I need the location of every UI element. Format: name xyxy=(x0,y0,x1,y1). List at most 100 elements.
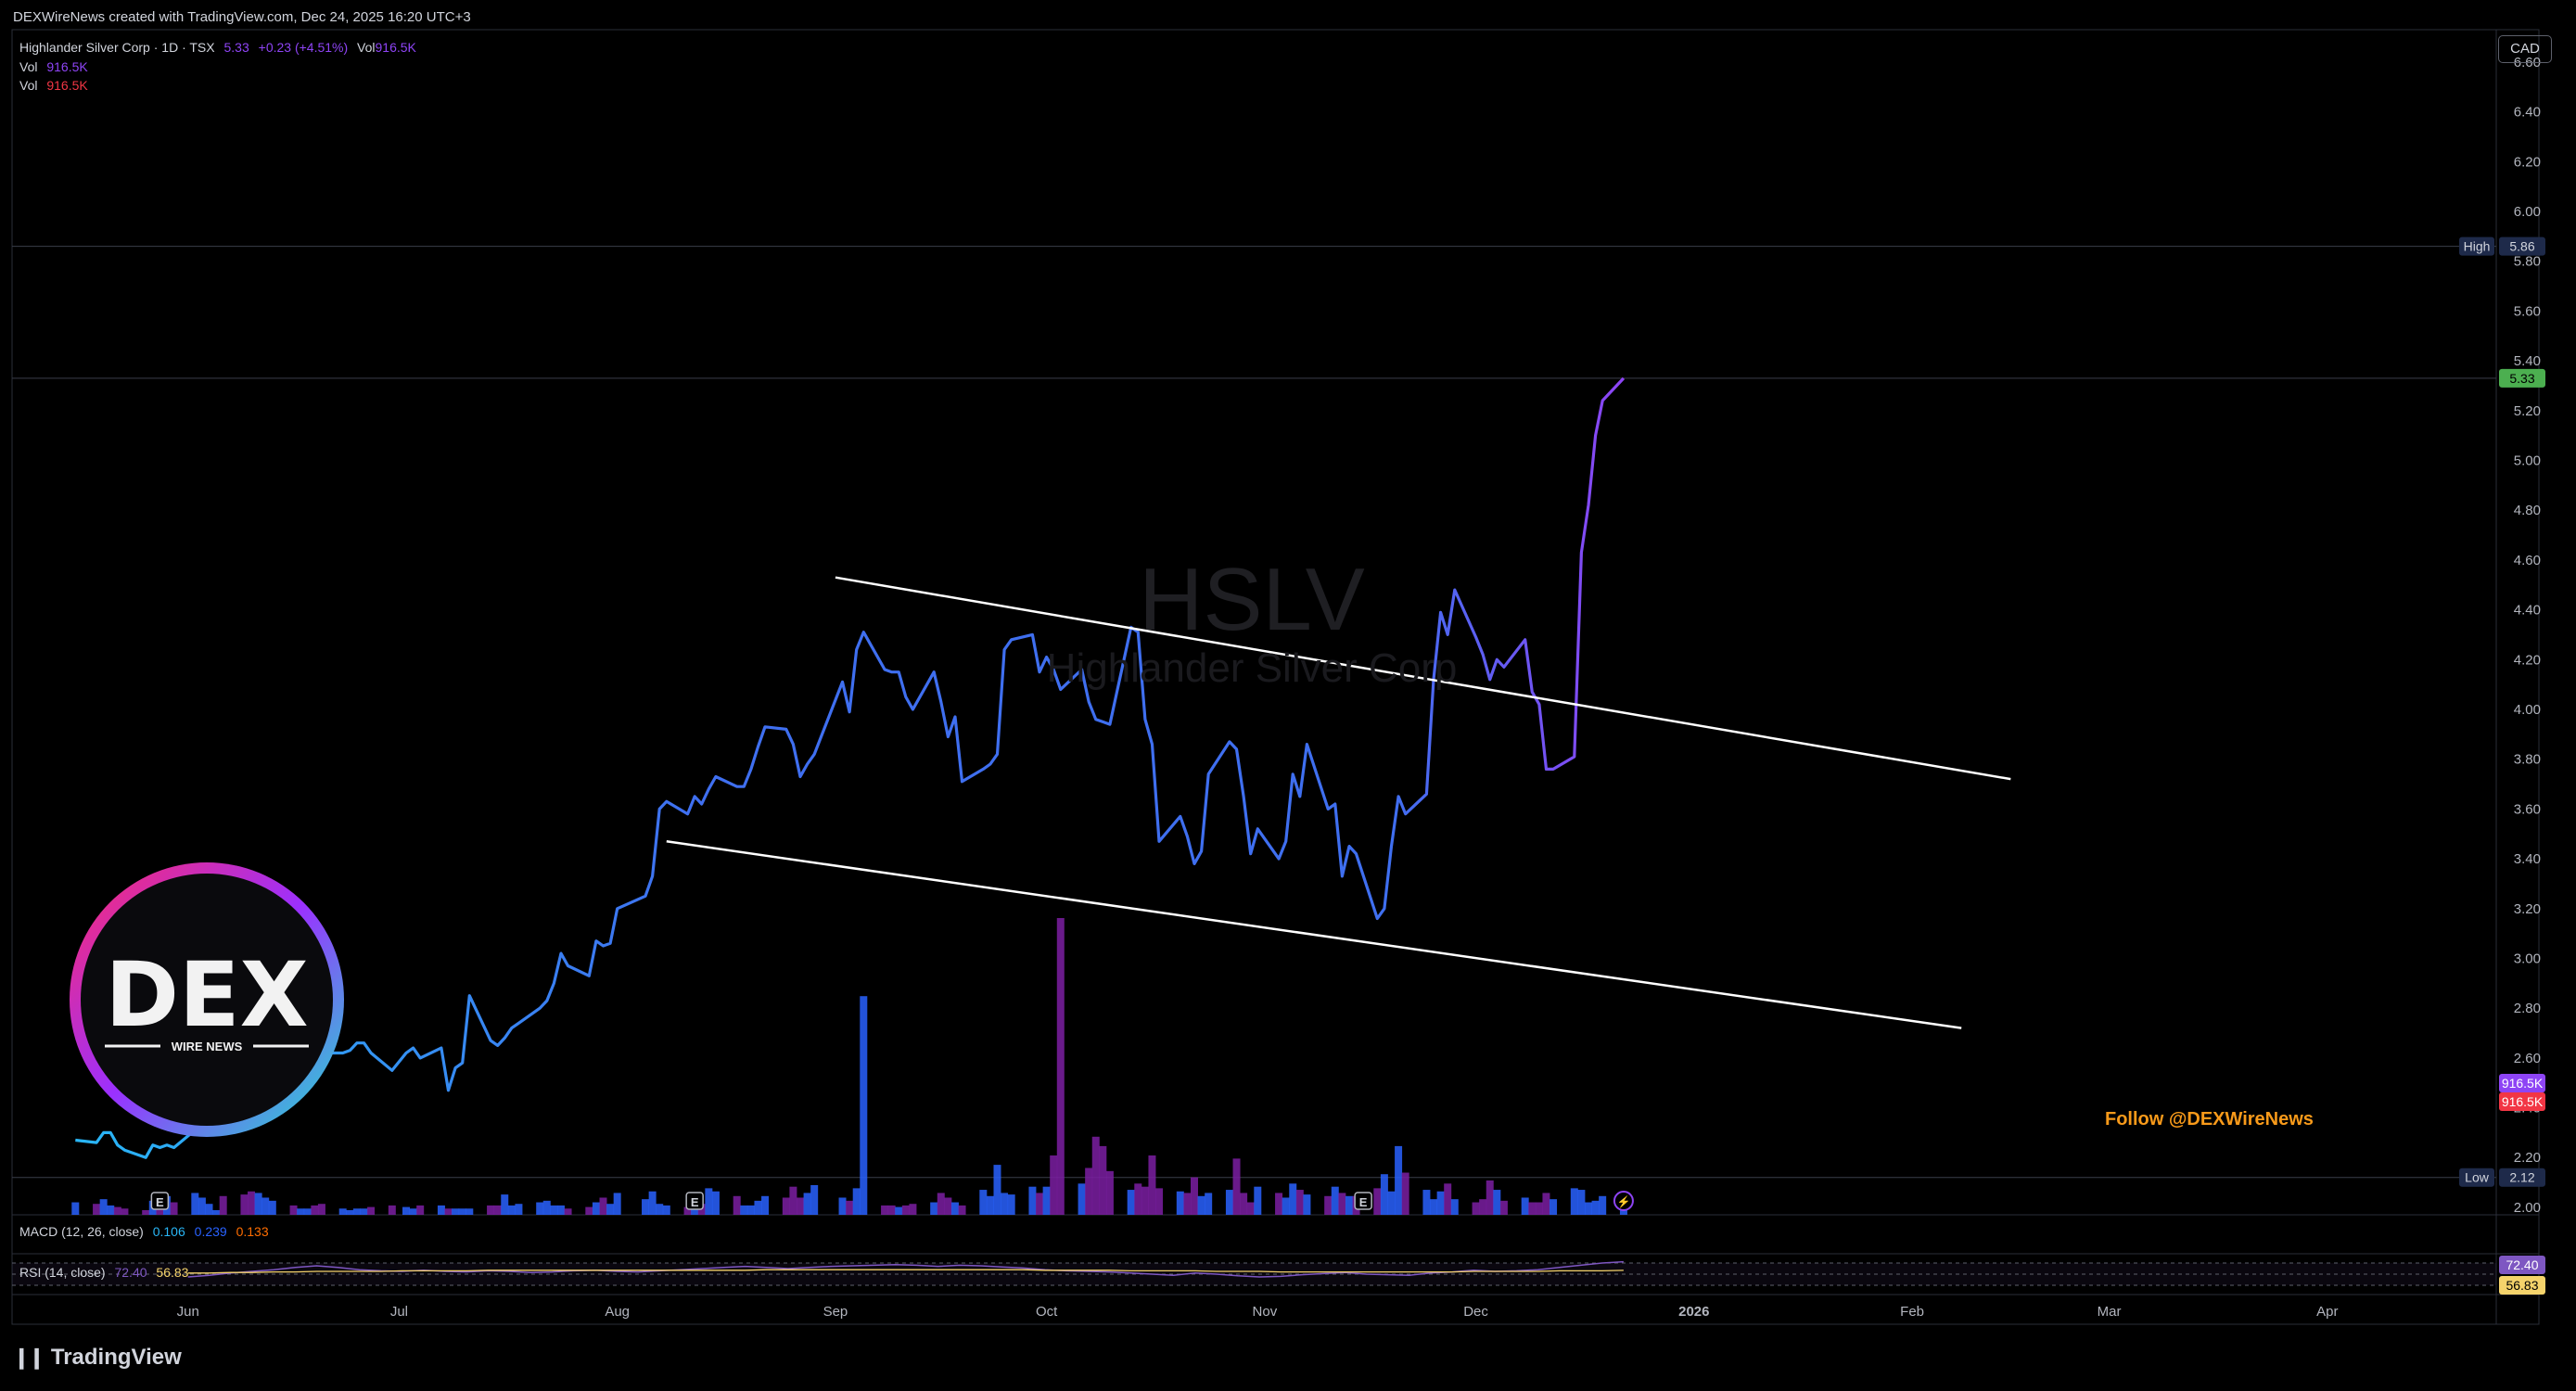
volume-bar xyxy=(1499,1200,1508,1215)
volume-bar xyxy=(493,1205,502,1215)
rsi-legend[interactable]: RSI (14, close) 72.40 56.83 xyxy=(19,1265,194,1280)
volume-bar xyxy=(599,1197,607,1215)
volume-bar xyxy=(1436,1191,1445,1215)
tradingview-icon: ❙❙ xyxy=(13,1346,45,1369)
volume-bar xyxy=(1197,1195,1205,1215)
volume-bar xyxy=(536,1202,544,1215)
rsi-ma-line xyxy=(187,1269,1624,1274)
follow-text: Follow @DEXWireNews xyxy=(2105,1109,2314,1129)
volume-bar xyxy=(465,1208,474,1215)
vol-label: Vol xyxy=(357,40,376,55)
volume-bar xyxy=(1395,1145,1403,1215)
volume-bar xyxy=(458,1208,466,1215)
volume-bar xyxy=(613,1193,621,1215)
volume-bar xyxy=(887,1205,896,1215)
volume-bar xyxy=(1303,1194,1311,1215)
volume-bar xyxy=(901,1205,910,1215)
dex-logo-subtext: WIRE NEWS xyxy=(172,1040,243,1053)
y-tick-label: 3.40 xyxy=(2514,851,2541,867)
last-price-tag-value: 5.33 xyxy=(2509,371,2534,386)
volume-bar xyxy=(212,1209,221,1215)
vol1-value: 916.5K xyxy=(46,59,88,74)
volume-bar xyxy=(705,1188,713,1215)
volume-bar xyxy=(93,1204,101,1215)
tradingview-logo[interactable]: ❙❙ TradingView xyxy=(13,1345,182,1371)
volume-bar xyxy=(1190,1177,1198,1215)
volume-bar xyxy=(930,1202,938,1215)
earnings-marker-label: E xyxy=(156,1195,164,1209)
volume-bar xyxy=(107,1205,115,1215)
earnings-marker xyxy=(685,1192,704,1210)
volume-bar xyxy=(585,1206,593,1215)
x-tick-label: Feb xyxy=(1900,1304,1924,1320)
volume-bar xyxy=(1295,1190,1304,1215)
volume-tag-bg xyxy=(2499,1074,2545,1092)
rsi-tag-value: 56.83 xyxy=(2506,1278,2538,1293)
volume-bar xyxy=(1577,1190,1586,1215)
volume-bar xyxy=(1289,1183,1297,1215)
volume-bar xyxy=(437,1205,445,1215)
volume-bar xyxy=(1275,1193,1283,1215)
macd-v3: 0.133 xyxy=(236,1224,269,1239)
volume-bar xyxy=(1127,1190,1135,1215)
rsi-v1: 72.40 xyxy=(114,1265,147,1280)
volume-bar xyxy=(444,1208,453,1215)
low-tag-label-bg xyxy=(2459,1168,2494,1187)
volume-bar xyxy=(367,1206,376,1215)
rsi-tag-bg xyxy=(2499,1256,2545,1274)
volume-bar xyxy=(958,1205,966,1215)
currency-button[interactable]: CAD xyxy=(2498,35,2552,63)
high-tag-label: High xyxy=(2464,239,2491,254)
y-tick-label: 4.40 xyxy=(2514,603,2541,619)
volume-bar xyxy=(1584,1202,1592,1215)
volume-bar xyxy=(515,1204,523,1215)
earnings-marker-label: E xyxy=(1359,1195,1368,1209)
rsi-tag-bg xyxy=(2499,1276,2545,1295)
volume-bar xyxy=(1183,1193,1192,1215)
y-tick-label: 3.60 xyxy=(2514,801,2541,817)
volume-bar xyxy=(1521,1197,1529,1215)
volume-bar xyxy=(1155,1188,1164,1215)
volume-bar xyxy=(1599,1195,1607,1215)
volume-bar xyxy=(1028,1186,1037,1215)
volume-bar xyxy=(950,1202,959,1215)
trendline xyxy=(666,840,1962,1029)
volume-bar xyxy=(556,1205,565,1215)
volume-bar xyxy=(311,1205,319,1215)
volume-bar xyxy=(121,1208,129,1215)
volume-bar xyxy=(1535,1202,1543,1215)
volume-bar xyxy=(782,1197,790,1215)
y-tick-label: 5.80 xyxy=(2514,254,2541,270)
volume-bar xyxy=(1549,1199,1558,1215)
volume-bar xyxy=(268,1200,276,1215)
volume-bar xyxy=(303,1208,312,1215)
x-tick-label: Sep xyxy=(823,1304,848,1320)
x-tick-label: Nov xyxy=(1253,1304,1278,1320)
y-tick-label: 2.20 xyxy=(2514,1150,2541,1166)
macd-legend[interactable]: MACD (12, 26, close) 0.106 0.239 0.133 xyxy=(19,1224,274,1239)
earnings-marker-label: E xyxy=(691,1195,699,1209)
y-tick-label: 4.80 xyxy=(2514,503,2541,518)
volume-bar xyxy=(1338,1193,1346,1215)
news-flash-icon xyxy=(1613,1191,1634,1211)
volume-bar xyxy=(986,1195,994,1215)
volume-bar xyxy=(1246,1202,1255,1215)
vol-legend-2[interactable]: Vol 916.5K xyxy=(19,78,94,93)
volume-bar xyxy=(261,1197,270,1215)
y-tick-label: 5.00 xyxy=(2514,453,2541,468)
vol2-label: Vol xyxy=(19,78,38,93)
y-tick-label: 4.20 xyxy=(2514,652,2541,668)
vol-legend-1[interactable]: Vol 916.5K xyxy=(19,59,94,74)
volume-bar xyxy=(1472,1202,1480,1215)
last-price: 5.33 xyxy=(223,40,249,55)
y-tick-label: 2.60 xyxy=(2514,1051,2541,1066)
volume-bar xyxy=(170,1202,178,1215)
volume-bar xyxy=(746,1205,755,1215)
symbol-title[interactable]: Highlander Silver Corp · 1D · TSX xyxy=(19,40,215,55)
earnings-marker xyxy=(1354,1192,1372,1210)
volume-bar xyxy=(346,1209,354,1215)
volume-bar xyxy=(416,1205,425,1215)
chart-frame xyxy=(11,29,2540,1325)
price-change: +0.23 (+4.51%) xyxy=(258,40,349,55)
